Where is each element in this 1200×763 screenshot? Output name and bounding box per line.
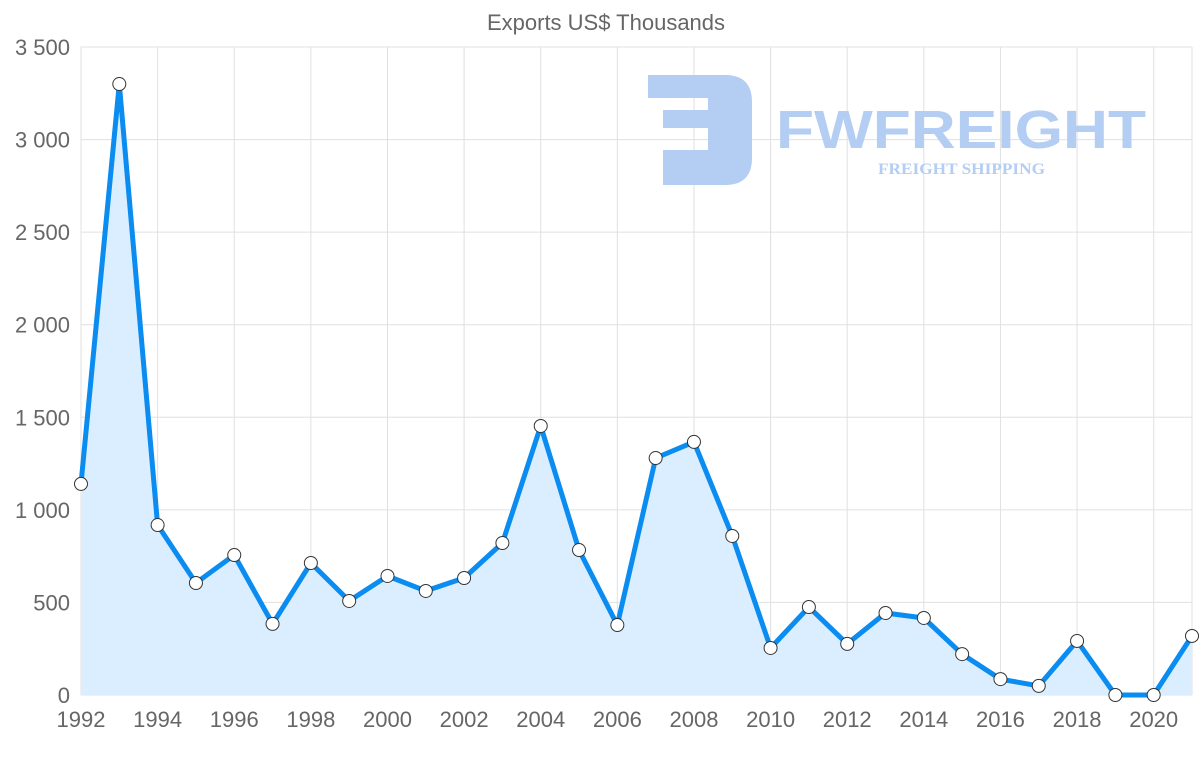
data-point[interactable] bbox=[188, 575, 203, 590]
y-tick-label: 0 bbox=[58, 683, 70, 708]
x-tick-label: 2008 bbox=[669, 707, 718, 732]
x-tick-label: 2000 bbox=[363, 707, 412, 732]
x-tick-label: 2016 bbox=[976, 707, 1025, 732]
data-point[interactable] bbox=[648, 451, 663, 466]
x-tick-label: 2018 bbox=[1053, 707, 1102, 732]
x-tick-label: 2010 bbox=[746, 707, 795, 732]
y-tick-label: 2 500 bbox=[15, 220, 70, 245]
data-point[interactable] bbox=[150, 518, 165, 533]
x-tick-label: 2002 bbox=[440, 707, 489, 732]
data-point[interactable] bbox=[418, 583, 433, 598]
data-point[interactable] bbox=[1070, 633, 1085, 648]
data-point[interactable] bbox=[686, 434, 701, 449]
data-point[interactable] bbox=[1146, 688, 1161, 702]
data-point[interactable] bbox=[840, 636, 855, 651]
x-tick-label: 2004 bbox=[516, 707, 565, 732]
data-point[interactable] bbox=[610, 618, 625, 633]
data-point[interactable] bbox=[533, 418, 548, 433]
chart-title: Exports US$ Thousands bbox=[487, 10, 725, 35]
data-point[interactable] bbox=[457, 570, 472, 585]
y-tick-label: 500 bbox=[33, 590, 70, 615]
x-tick-label: 2020 bbox=[1129, 707, 1178, 732]
data-point[interactable] bbox=[74, 476, 88, 491]
x-tick-label: 1996 bbox=[210, 707, 259, 732]
data-point[interactable] bbox=[1185, 628, 1199, 643]
y-tick-label: 3 000 bbox=[15, 128, 70, 153]
svg-text:FWFREIGHT: FWFREIGHT bbox=[776, 100, 1146, 160]
data-point[interactable] bbox=[380, 568, 395, 583]
y-tick-label: 1 000 bbox=[15, 498, 70, 523]
data-point[interactable] bbox=[572, 543, 587, 558]
data-point[interactable] bbox=[112, 77, 127, 92]
data-point[interactable] bbox=[265, 616, 280, 631]
x-tick-label: 1994 bbox=[133, 707, 182, 732]
data-point[interactable] bbox=[303, 555, 318, 570]
y-tick-label: 2 000 bbox=[15, 313, 70, 338]
data-point[interactable] bbox=[878, 605, 893, 620]
data-point[interactable] bbox=[801, 600, 816, 615]
data-point[interactable] bbox=[495, 535, 510, 550]
data-point[interactable] bbox=[227, 548, 242, 563]
svg-text:FREIGHT SHIPPING: FREIGHT SHIPPING bbox=[878, 161, 1046, 178]
area-fill bbox=[81, 84, 1192, 695]
x-tick-label: 1992 bbox=[57, 707, 106, 732]
data-point[interactable] bbox=[1108, 688, 1123, 702]
fwfreight-watermark-logo: FWFREIGHT FREIGHT SHIPPING bbox=[648, 75, 1146, 185]
data-point[interactable] bbox=[763, 640, 778, 655]
data-point[interactable] bbox=[916, 610, 931, 625]
x-tick-label: 2012 bbox=[823, 707, 872, 732]
data-point[interactable] bbox=[342, 593, 357, 608]
data-point[interactable] bbox=[725, 528, 740, 543]
y-axis: 0 500 1 000 1 500 2 000 2 500 3 000 3 500 bbox=[15, 35, 70, 708]
data-point[interactable] bbox=[1031, 678, 1046, 693]
x-axis: 1992 1994 1996 1998 2000 2002 2004 2006 2008 2010… bbox=[57, 707, 1179, 732]
data-point[interactable] bbox=[993, 672, 1008, 687]
data-points bbox=[74, 77, 1199, 702]
data-point[interactable] bbox=[955, 647, 970, 662]
x-tick-label: 2006 bbox=[593, 707, 642, 732]
y-tick-label: 3 500 bbox=[15, 35, 70, 60]
y-tick-label: 1 500 bbox=[15, 405, 70, 430]
x-tick-label: 1998 bbox=[286, 707, 335, 732]
x-tick-label: 2014 bbox=[899, 707, 948, 732]
